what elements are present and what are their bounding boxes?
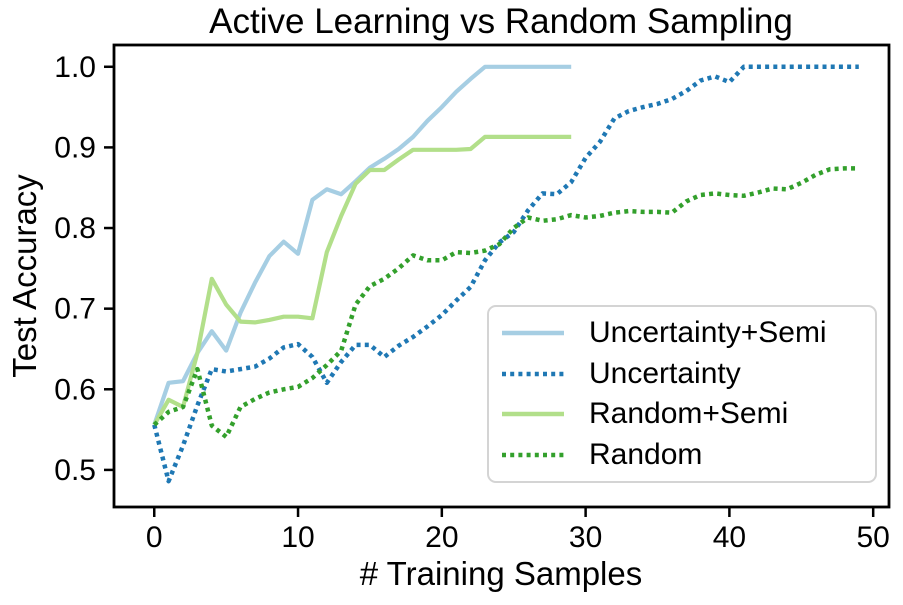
legend-line-dotted-green-icon [502, 452, 564, 457]
legend-item-uncertainty: Uncertainty [499, 357, 869, 391]
plot-area: 0 10 20 30 40 50 0.5 0.6 0.7 0.8 0.9 1.0 [54, 43, 891, 554]
y-axis-label: Test Accuracy [6, 174, 43, 378]
plot-frame [112, 43, 891, 509]
y-tick-label: 0.7 [54, 293, 96, 326]
chart-title: Active Learning vs Random Sampling [209, 2, 793, 41]
y-tick-label: 0.8 [54, 212, 96, 245]
legend: Uncertainty+Semi Uncertainty Random+Semi… [487, 305, 877, 483]
x-tick-label: 10 [281, 521, 314, 554]
x-tick-label: 50 [856, 521, 889, 554]
legend-label: Random [589, 437, 703, 471]
legend-item-random: Random [499, 438, 869, 472]
legend-line-dotted-blue-icon [502, 371, 564, 376]
legend-item-uncertainty-semi: Uncertainty+Semi [499, 316, 869, 350]
x-tick-label: 20 [425, 521, 458, 554]
y-tick-label: 0.5 [54, 454, 96, 487]
y-tick-label: 0.6 [54, 373, 96, 406]
y-tick-label: 1.0 [54, 51, 96, 84]
x-tick-label: 0 [146, 521, 163, 554]
legend-item-random-semi: Random+Semi [499, 397, 869, 431]
y-tick-label: 0.9 [54, 131, 96, 164]
x-tick-label: 30 [569, 521, 602, 554]
legend-line-solid-lightgreen-icon [502, 412, 564, 417]
x-tick-label: 40 [713, 521, 746, 554]
legend-line-solid-lightblue-icon [502, 331, 564, 336]
x-axis-label: # Training Samples [360, 555, 642, 592]
legend-label: Uncertainty+Semi [589, 316, 827, 350]
legend-label: Uncertainty [589, 356, 741, 390]
series-line-random-semi [152, 134, 572, 426]
legend-label: Random+Semi [589, 397, 789, 431]
